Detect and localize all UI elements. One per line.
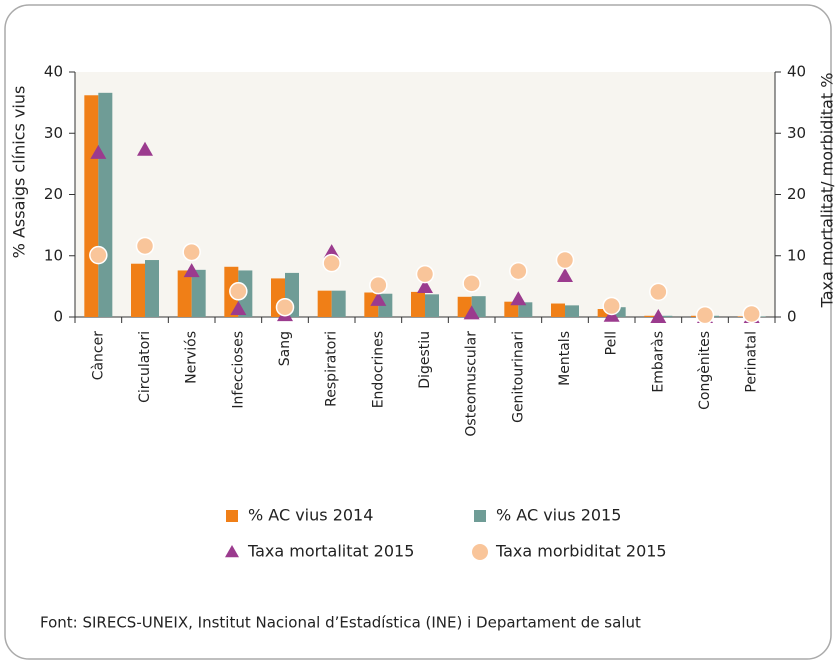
bar (177, 270, 192, 317)
circle-marker (369, 275, 388, 295)
y-tick-label: 20 (44, 185, 63, 203)
circle-marker (555, 250, 575, 270)
legend-swatch (226, 510, 238, 522)
triangle-marker (183, 263, 200, 278)
y-axis-title: % Assaigs clínics vius (10, 86, 29, 259)
triangle-marker (650, 309, 667, 323)
x-tick-label: Circulatori (137, 331, 153, 403)
bar (644, 315, 659, 317)
bar (518, 302, 533, 317)
triangle-marker (230, 301, 247, 316)
triangle-marker (463, 305, 480, 320)
bar (98, 92, 113, 317)
legend-label: % AC vius 2015 (496, 506, 621, 525)
circle-marker (649, 282, 668, 302)
triangle-marker (370, 291, 387, 306)
bar (131, 263, 145, 317)
legend-label: Taxa morbiditat 2015 (495, 542, 667, 561)
y2-tick-label: 40 (787, 63, 806, 81)
x-tick-label: Mentals (557, 331, 573, 386)
triangle-marker (137, 141, 153, 156)
bar (658, 315, 673, 317)
triangle-marker (417, 278, 433, 293)
x-tick-label: Digestiu (417, 331, 433, 389)
circle-marker (509, 261, 528, 281)
bar (84, 95, 99, 318)
x-tick-label: Congènites (697, 331, 713, 410)
legend-swatch (474, 510, 486, 522)
circle-marker (415, 264, 435, 284)
x-tick-label: Sang (277, 331, 293, 366)
x-tick-label: Càncer (90, 331, 106, 381)
bar (565, 305, 579, 317)
bar (145, 260, 159, 317)
y2-axis-title: Taxa mortalitat/ morbiditat % (818, 73, 837, 309)
y2-tick-label: 20 (787, 185, 806, 203)
bar (191, 269, 206, 317)
circle-marker (135, 236, 155, 256)
y2-tick-label: 30 (787, 124, 806, 142)
x-tick-label: Infeccioses (230, 331, 246, 409)
bar (597, 309, 612, 317)
triangle-marker (323, 244, 340, 259)
circle-marker (275, 297, 295, 317)
source-note: Font: SIRECS-UNEIX, Institut Nacional d’… (40, 614, 641, 632)
triangle-marker (557, 267, 573, 282)
bar (611, 307, 626, 317)
circle-marker (462, 274, 481, 293)
legend-swatch (472, 544, 488, 560)
circle-marker (602, 296, 621, 316)
x-tick-label: Embaràs (650, 331, 666, 393)
bar (411, 291, 425, 317)
x-tick-label: Genitourinari (510, 331, 526, 423)
legend-label: % AC vius 2014 (248, 506, 373, 525)
triangle-marker (510, 291, 527, 306)
triangle-marker (90, 144, 107, 159)
circle-marker (695, 305, 715, 325)
y2-tick-label: 10 (787, 246, 806, 264)
x-tick-label: Osteomuscular (464, 331, 480, 437)
legend-label: Taxa mortalitat 2015 (247, 542, 414, 561)
circle-marker (89, 245, 108, 265)
x-tick-label: Endocrines (370, 331, 386, 408)
circle-marker (182, 242, 201, 262)
x-tick-label: Pell (604, 331, 620, 355)
y-tick-label: 10 (44, 246, 63, 264)
circle-marker (742, 304, 761, 324)
bar (317, 290, 332, 317)
x-tick-label: Perinatal (744, 331, 760, 393)
y-tick-label: 40 (44, 63, 63, 81)
bar (504, 301, 519, 317)
circle-marker (229, 282, 248, 301)
y2-tick-label: 0 (787, 308, 797, 326)
y-tick-label: 30 (44, 124, 63, 142)
bar (331, 290, 346, 317)
x-tick-label: Nerviós (184, 331, 200, 384)
x-tick-label: Respiratori (324, 331, 340, 407)
legend-swatch (225, 545, 239, 558)
circle-marker (322, 253, 341, 273)
bar (551, 303, 565, 317)
bar (425, 294, 439, 317)
y-tick-label: 0 (53, 308, 63, 326)
